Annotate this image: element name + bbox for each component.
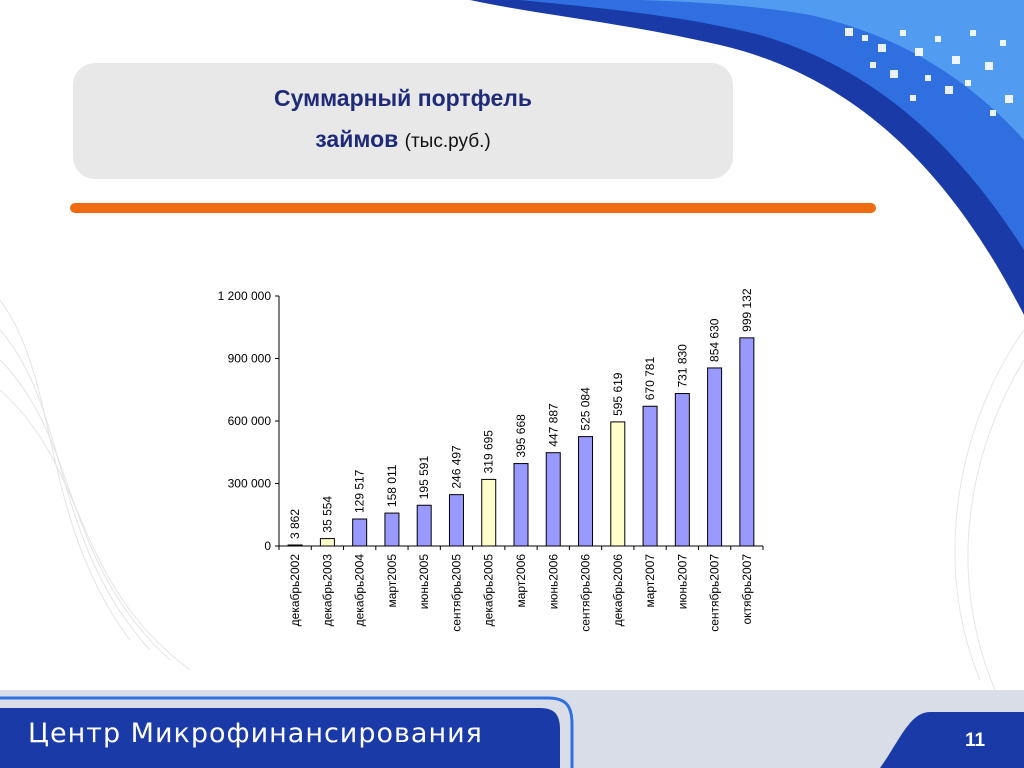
value-label: 129 517 xyxy=(353,469,367,513)
category-label: декабрь2003 xyxy=(320,554,334,627)
category-label: декабрь2005 xyxy=(482,554,496,627)
value-label: 731 830 xyxy=(675,344,689,388)
bar xyxy=(416,504,432,547)
bar xyxy=(384,512,400,547)
bar xyxy=(352,518,368,547)
right-decor-curves xyxy=(954,329,1024,691)
footer-organization-name: Центр Микрофинансирования xyxy=(28,718,483,749)
bar xyxy=(739,337,755,547)
value-label: 158 011 xyxy=(385,464,399,507)
footer-stripe xyxy=(0,696,574,768)
page-number: 11 xyxy=(965,730,986,751)
value-label: 670 781 xyxy=(643,357,657,401)
bar xyxy=(642,405,658,547)
value-label: 195 591 xyxy=(417,456,431,500)
category-label: декабрь2006 xyxy=(611,554,625,627)
footer-band-blue-right xyxy=(880,712,1024,768)
bar-chart: 0 300 000 600 000 900 000 1 200 000 3 862 дека… xyxy=(218,288,764,632)
bar xyxy=(287,544,303,547)
value-label: 246 497 xyxy=(449,445,463,489)
value-label: 999 132 xyxy=(740,288,754,332)
value-label: 595 619 xyxy=(611,372,625,416)
category-label: сентябрь2007 xyxy=(708,554,722,632)
slide-title-bold: займов xyxy=(315,126,399,152)
value-label: 854 630 xyxy=(708,318,722,362)
slide-title-unit: (тыс.руб.) xyxy=(404,131,491,152)
bar xyxy=(674,393,690,547)
value-label: 395 668 xyxy=(514,414,528,458)
bar xyxy=(578,436,594,547)
y-tick-label: 0 xyxy=(264,539,271,553)
bar xyxy=(513,463,529,547)
category-label: июнь2006 xyxy=(546,554,560,610)
slide-title-line1: Суммарный портфель xyxy=(273,85,533,111)
slide-title-line2: займов (тыс.руб.) xyxy=(73,126,733,153)
footer-band-blue xyxy=(0,708,560,768)
orange-divider xyxy=(70,203,876,213)
value-label: 447 887 xyxy=(546,403,560,447)
category-label: июнь2007 xyxy=(675,554,689,610)
category-label: сентябрь2006 xyxy=(579,554,593,632)
category-label: июнь2005 xyxy=(417,554,431,610)
bar xyxy=(319,538,335,547)
value-label: 319 695 xyxy=(482,430,496,474)
bar xyxy=(448,494,464,547)
category-label: март2005 xyxy=(385,554,399,608)
left-decor-curves xyxy=(0,299,191,671)
y-tick-label: 1 200 000 xyxy=(218,289,272,303)
category-label: сентябрь2005 xyxy=(449,554,463,632)
top-swoosh-light xyxy=(520,0,1024,250)
category-label: март2006 xyxy=(514,554,528,608)
y-tick-label: 900 000 xyxy=(228,352,272,366)
value-label: 3 862 xyxy=(288,509,302,539)
bar xyxy=(481,478,497,547)
category-label: март2007 xyxy=(643,554,657,608)
pixel-pattern xyxy=(845,28,1013,116)
category-label: декабрь2002 xyxy=(288,554,302,627)
title-box: Суммарный портфель займов (тыс.руб.) xyxy=(73,63,733,179)
category-label: декабрь2004 xyxy=(353,554,367,627)
bar xyxy=(707,367,723,547)
category-label: октябрь2007 xyxy=(740,554,754,625)
value-label: 35 554 xyxy=(320,496,334,533)
top-swoosh-highlight xyxy=(640,0,1024,140)
bar xyxy=(610,421,626,547)
value-label: 525 084 xyxy=(579,387,593,431)
bar xyxy=(545,452,561,547)
y-tick-label: 600 000 xyxy=(228,414,272,428)
y-tick-label: 300 000 xyxy=(228,477,272,491)
